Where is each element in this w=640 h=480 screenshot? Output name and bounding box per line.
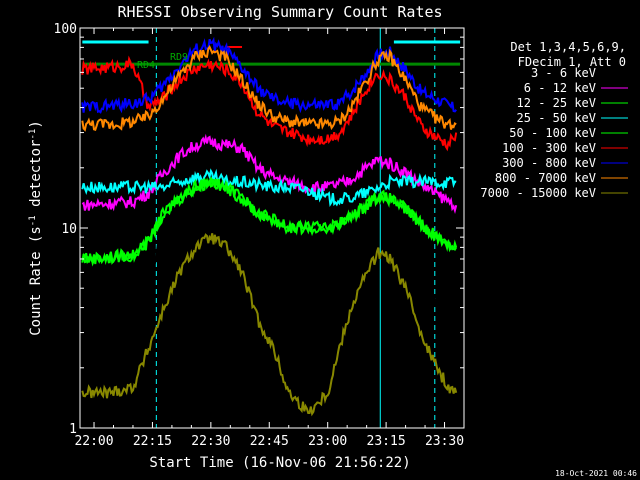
annotation-rd9: RD9 — [170, 52, 188, 63]
y-axis-label-mid: detector — [28, 140, 44, 216]
series-group — [81, 36, 458, 417]
series-line — [81, 36, 457, 114]
y-axis: 1 10 100 — [54, 22, 464, 437]
legend-label: 100 - 300 keV — [502, 141, 596, 155]
legend-label: 6 - 12 keV — [524, 81, 596, 95]
y-tick-label: 1 — [69, 422, 77, 437]
annotation-rd4: RD4 — [137, 60, 155, 71]
x-axis: 22:00 22:15 22:30 22:45 23:00 23:15 23:30 — [74, 28, 464, 449]
legend-label: 25 - 50 keV — [517, 111, 596, 125]
x-tick-label: 22:15 — [133, 434, 172, 449]
x-tick-label: 23:00 — [308, 434, 347, 449]
footer-date: 18-Oct-2021 00:46 — [555, 469, 637, 478]
y-tick-label: 100 — [54, 22, 77, 37]
legend-label: 3 - 6 keV — [531, 66, 596, 80]
series-line — [81, 133, 458, 214]
x-tick-label: 23:15 — [367, 434, 406, 449]
x-tick-label: 22:00 — [74, 434, 113, 449]
series-line — [81, 45, 457, 132]
y-axis-label-end: ) — [28, 120, 44, 128]
x-axis-label: Start Time (16-Nov-06 21:56:22) — [149, 455, 410, 471]
chart-title: RHESSI Observing Summary Count Rates — [117, 3, 442, 21]
legend-label: 12 - 25 keV — [517, 96, 596, 110]
y-axis-label-sup1: -1 — [28, 215, 38, 226]
y-axis-label: Count Rate (s-1 detector-1) — [28, 120, 44, 336]
y-axis-label-main: Count Rate (s — [28, 226, 44, 336]
series-line — [81, 166, 458, 329]
legend-title-line-1: Det 1,3,4,5,6,9, — [510, 40, 626, 54]
series-line — [81, 177, 458, 267]
series-line — [81, 233, 458, 417]
legend-label: 300 - 800 keV — [502, 156, 596, 170]
x-tick-label: 22:45 — [250, 434, 289, 449]
series-line — [81, 168, 457, 207]
legend-label: 800 - 7000 keV — [495, 171, 596, 185]
legend-label: 50 - 100 keV — [509, 126, 596, 140]
x-tick-label: 23:30 — [425, 434, 464, 449]
legend-label: 7000 - 15000 keV — [480, 186, 596, 200]
y-tick-label: 10 — [61, 222, 77, 237]
y-axis-label-sup2: -1 — [28, 129, 38, 140]
x-tick-label: 22:30 — [191, 434, 230, 449]
legend-title-line-2: FDecim 1, Att 0 — [518, 55, 626, 69]
